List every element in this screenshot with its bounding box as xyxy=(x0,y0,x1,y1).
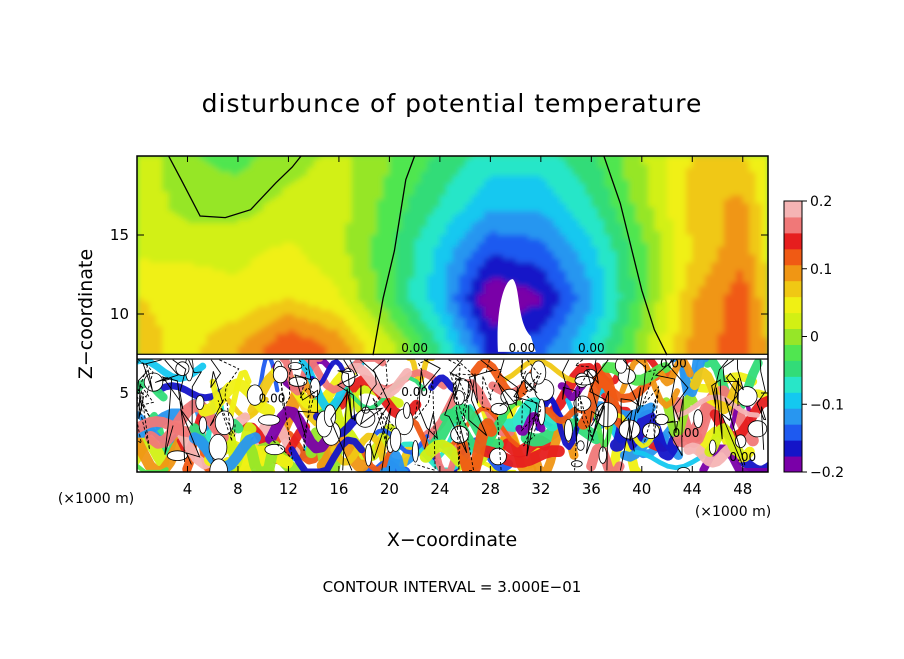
chart-title: disturbunce of potential temperature xyxy=(202,89,703,118)
eddy xyxy=(491,403,508,414)
eddy xyxy=(709,440,716,454)
eddy xyxy=(748,421,767,437)
x-tick-label: 4 xyxy=(183,480,193,498)
eddy xyxy=(196,396,204,410)
eddy xyxy=(265,444,285,454)
x-tick-label: 48 xyxy=(733,480,752,498)
x-tick-label: 16 xyxy=(329,480,348,498)
x-tick-label: 32 xyxy=(531,480,550,498)
lower-layer-field xyxy=(107,356,785,484)
colorbar-swatch xyxy=(784,233,802,249)
x-tick-label: 40 xyxy=(632,480,651,498)
colorbar-swatch xyxy=(784,440,802,456)
colorbar-tick-label: 0.2 xyxy=(810,194,832,210)
colorbar-swatch xyxy=(784,329,802,345)
eddy xyxy=(259,415,280,425)
colorbar-swatch xyxy=(784,344,802,360)
upper-layer-field xyxy=(137,155,769,357)
contour-label: 0.00 xyxy=(660,357,687,371)
x-unit-label: (×1000 m) xyxy=(695,504,771,520)
contour-label: 0.00 xyxy=(259,391,286,405)
y-tick-label: 15 xyxy=(110,226,129,244)
contour-label: 0.00 xyxy=(578,341,605,355)
eddy xyxy=(577,441,584,451)
eddy xyxy=(210,459,228,483)
colorbar-tick-label: −0.1 xyxy=(810,397,844,413)
eddy xyxy=(404,403,411,419)
upper-field-cells xyxy=(137,155,769,357)
eddy xyxy=(390,428,401,451)
x-tick-label: 12 xyxy=(279,480,298,498)
colorbar-swatch xyxy=(784,360,802,376)
eddy xyxy=(288,363,301,370)
y-tick-label: 5 xyxy=(119,384,129,402)
eddy xyxy=(273,366,287,383)
eddy xyxy=(643,423,660,438)
eddy xyxy=(571,461,582,467)
colorbar-swatch xyxy=(784,408,802,424)
colorbar-swatch xyxy=(784,297,802,313)
contour-label: 0.00 xyxy=(729,450,756,464)
eddy xyxy=(209,434,227,460)
y-axis-label: Z−coordinate xyxy=(75,249,97,379)
eddy xyxy=(737,387,757,407)
x-tick-label: 8 xyxy=(233,480,243,498)
eddy xyxy=(564,419,572,441)
colorbar-swatch xyxy=(784,201,802,217)
contour-label: 0.00 xyxy=(401,341,428,355)
contour-label: 0.00 xyxy=(509,341,536,355)
colorbar-swatch xyxy=(784,249,802,265)
contour-label: 0.00 xyxy=(401,385,428,399)
colorbar-swatch xyxy=(784,376,802,392)
contour-interval-note: CONTOUR INTERVAL = 3.000E−01 xyxy=(323,578,582,596)
eddy xyxy=(412,441,418,463)
eddy xyxy=(678,468,690,475)
x-axis-label: X−coordinate xyxy=(387,529,517,551)
x-tick-label: 24 xyxy=(430,480,449,498)
colorbar-swatch xyxy=(784,281,802,297)
colorbar-tick-label: 0 xyxy=(810,330,819,346)
eddy xyxy=(490,448,507,465)
colorbar-swatch xyxy=(784,392,802,408)
x-tick-label: 20 xyxy=(380,480,399,498)
colorbar-swatch xyxy=(784,456,802,472)
colorbar-swatch xyxy=(784,265,802,281)
x-tick-label: 36 xyxy=(582,480,601,498)
eddy xyxy=(199,417,206,434)
x-tick-label: 28 xyxy=(481,480,500,498)
eddy xyxy=(694,410,703,428)
colorbar: 0.2 0.1 0 −0.1 −0.2 xyxy=(784,194,844,481)
colorbar-swatch xyxy=(784,313,802,329)
colorbar-swatch xyxy=(784,424,802,440)
y-tick-label: 10 xyxy=(110,305,129,323)
contour-label: 0.00 xyxy=(673,426,700,440)
colorbar-tick-label: 0.1 xyxy=(810,262,832,278)
colorbar-tick-label: −0.2 xyxy=(810,465,844,481)
x-left-unit-label: (×1000 m) xyxy=(58,491,134,507)
x-tick-label: 44 xyxy=(683,480,702,498)
colorbar-swatch xyxy=(784,217,802,233)
eddy xyxy=(615,358,626,373)
eddy xyxy=(324,405,335,427)
